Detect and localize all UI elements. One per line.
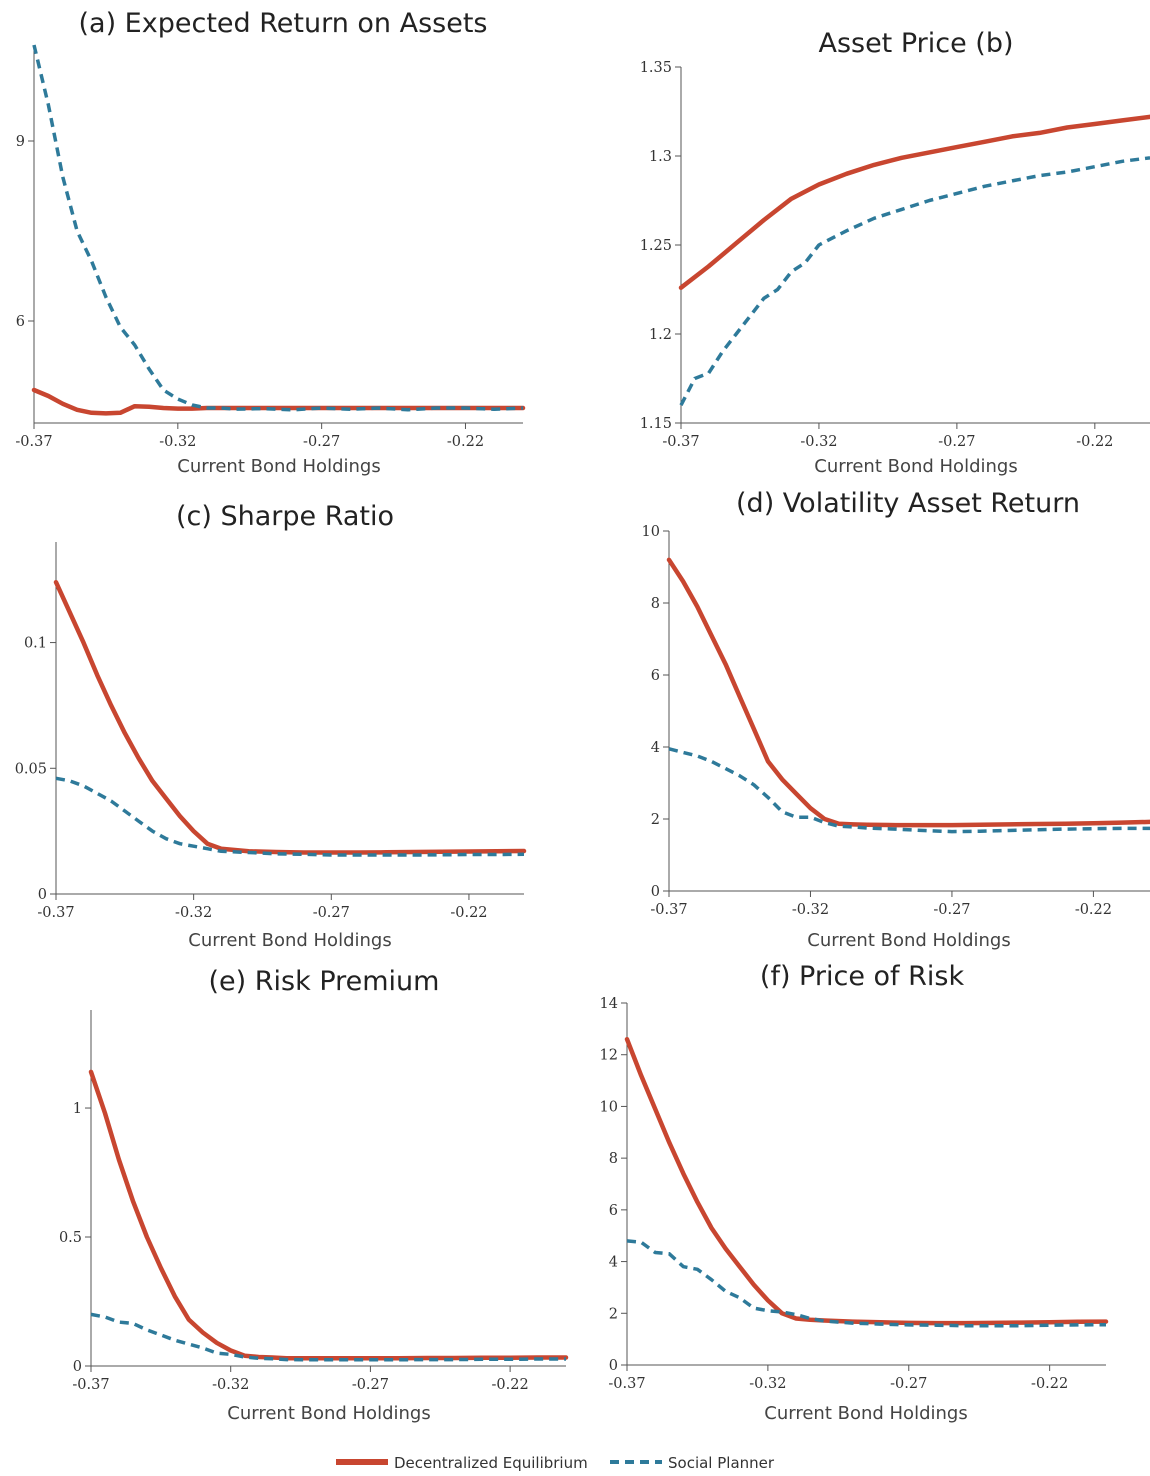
x-tick-label: -0.37 xyxy=(608,1376,645,1392)
series-line-planner xyxy=(55,776,525,857)
x-tick-label: -0.27 xyxy=(938,434,975,450)
panel-e: (e) Risk Premium -0.37 -0.32 -0.27 -0.22 0 0.5… xyxy=(59,966,569,1424)
x-tick-label: -0.27 xyxy=(933,902,970,918)
y-tick-label: 0.05 xyxy=(15,761,47,777)
x-tick-label: -0.32 xyxy=(159,434,196,450)
panel-title: Asset Price (b) xyxy=(818,28,1013,59)
y-tick-label: 2 xyxy=(609,1306,618,1322)
series-line-decentralized xyxy=(88,1069,569,1361)
x-tick-label: -0.27 xyxy=(352,1377,389,1393)
y-tick-label: 4 xyxy=(651,740,660,756)
panel-title: (c) Sharpe Ratio xyxy=(176,501,394,532)
y-tick-label: 0 xyxy=(609,1358,618,1374)
panel-a: (a) Expected Return on Assets -0.37 -0.32 -… xyxy=(15,8,526,477)
x-tick-label: -0.27 xyxy=(313,905,350,921)
y-tick-label: 0.5 xyxy=(59,1230,82,1246)
x-axis-label: Current Bond Holdings xyxy=(227,1403,430,1424)
y-tick-label: 0.1 xyxy=(24,636,47,652)
x-axis-label: Current Bond Holdings xyxy=(177,456,380,477)
y-tick-label: 1 xyxy=(73,1101,82,1117)
x-tick-label: -0.32 xyxy=(175,905,212,921)
y-tick-label: 2 xyxy=(651,812,660,828)
x-tick-label: -0.27 xyxy=(303,434,340,450)
x-tick-label: -0.37 xyxy=(37,905,74,921)
x-tick-label: -0.37 xyxy=(650,902,687,918)
y-tick-label: 12 xyxy=(600,1048,618,1064)
y-tick-label: 1.35 xyxy=(640,60,672,76)
series-line-planner xyxy=(668,747,1150,834)
x-tick-label: -0.22 xyxy=(447,434,484,450)
y-tick-label: 1.2 xyxy=(649,327,672,343)
series-line-decentralized xyxy=(666,557,1150,828)
y-tick-label: 0 xyxy=(73,1359,82,1375)
series-line-planner xyxy=(679,156,1150,407)
panel-d: (d) Volatility Asset Return -0.37 -0.32 -0.… xyxy=(642,488,1150,951)
x-axis-label: Current Bond Holdings xyxy=(807,930,1010,951)
legend: Decentralized Equilibrium Social Planner xyxy=(336,1454,775,1472)
x-tick-label: -0.22 xyxy=(1031,1376,1068,1392)
y-tick-label: 9 xyxy=(16,134,25,150)
y-tick-label: 10 xyxy=(642,524,660,540)
panel-title: (f) Price of Risk xyxy=(760,961,965,992)
x-tick-label: -0.37 xyxy=(662,434,699,450)
x-tick-label: -0.32 xyxy=(792,902,829,918)
legend-label-planner: Social Planner xyxy=(668,1454,775,1472)
y-tick-label: 0 xyxy=(651,884,660,900)
x-tick-label: -0.22 xyxy=(492,1377,529,1393)
y-tick-label: 8 xyxy=(609,1151,618,1167)
series-line-decentralized xyxy=(624,1036,1109,1326)
y-tick-label: 6 xyxy=(651,668,660,684)
panel-title: (a) Expected Return on Assets xyxy=(78,8,487,39)
series-line-planner xyxy=(32,44,524,412)
y-tick-label: 1.25 xyxy=(640,238,672,254)
x-tick-label: -0.22 xyxy=(1076,434,1113,450)
panel-title: (e) Risk Premium xyxy=(209,966,440,997)
y-tick-label: 14 xyxy=(600,996,618,1012)
x-tick-label: -0.27 xyxy=(890,1376,927,1392)
x-axis-label: Current Bond Holdings xyxy=(764,1403,967,1424)
y-tick-label: 6 xyxy=(609,1203,618,1219)
x-tick-label: -0.32 xyxy=(800,434,837,450)
y-tick-label: 8 xyxy=(651,596,660,612)
x-tick-label: -0.32 xyxy=(749,1376,786,1392)
panel-title: (d) Volatility Asset Return xyxy=(736,488,1080,519)
series-line-planner xyxy=(90,1312,566,1362)
y-tick-label: 6 xyxy=(16,314,25,330)
y-tick-label: 10 xyxy=(600,1099,618,1115)
panel-f: (f) Price of Risk -0.37 -0.32 -0.27 -0.22 0 2 4… xyxy=(600,961,1109,1424)
y-tick-label: 4 xyxy=(609,1255,618,1271)
y-tick-label: 1.15 xyxy=(640,416,672,432)
panel-b: Asset Price (b) -0.37 -0.32 -0.27 -0.22 1.15 1… xyxy=(640,28,1150,477)
panel-c: (c) Sharpe Ratio -0.37 -0.32 -0.27 -0.22 0 0.0… xyxy=(15,501,527,951)
x-tick-label: -0.37 xyxy=(15,434,52,450)
x-axis-label: Current Bond Holdings xyxy=(188,930,391,951)
x-tick-label: -0.22 xyxy=(1075,902,1112,918)
series-line-decentralized xyxy=(31,387,526,416)
x-tick-label: -0.32 xyxy=(212,1377,249,1393)
panels: (a) Expected Return on Assets -0.37 -0.32 -… xyxy=(15,8,1150,1424)
series-line-decentralized xyxy=(678,114,1150,290)
y-tick-label: 0 xyxy=(38,887,47,903)
legend-label-decentralized: Decentralized Equilibrium xyxy=(394,1454,588,1472)
x-tick-label: -0.22 xyxy=(450,905,487,921)
y-tick-label: 1.3 xyxy=(649,149,672,165)
series-line-planner xyxy=(626,1239,1107,1328)
x-axis-label: Current Bond Holdings xyxy=(814,456,1017,477)
series-line-decentralized xyxy=(53,579,527,855)
x-tick-label: -0.37 xyxy=(72,1377,109,1393)
